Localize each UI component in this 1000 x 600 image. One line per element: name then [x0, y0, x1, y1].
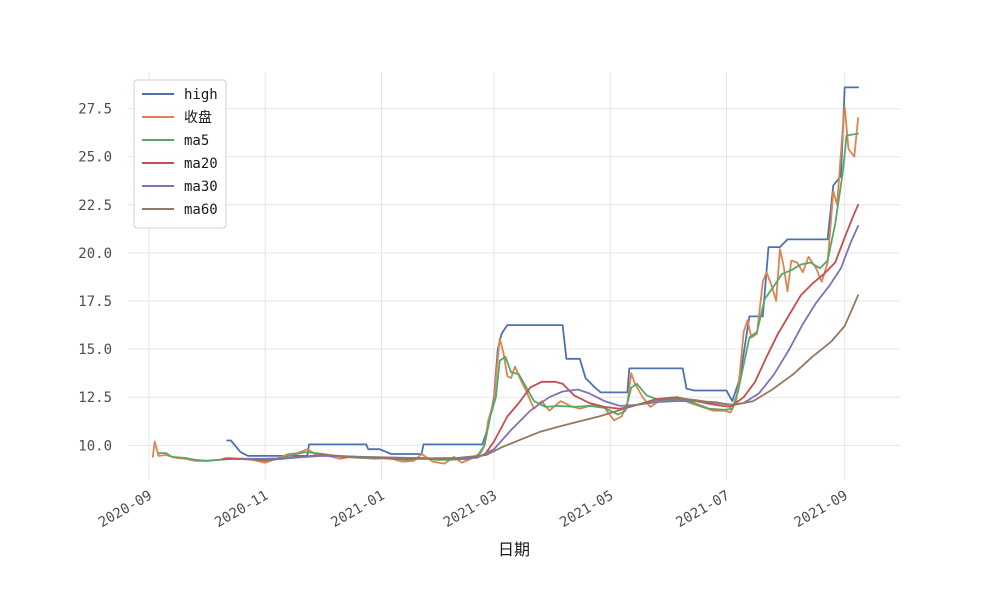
legend-label: ma20: [184, 156, 218, 172]
grid: [128, 72, 900, 480]
y-tick-label: 27.5: [78, 102, 112, 118]
series-line-收盘: [151, 105, 859, 465]
x-tick-label: 2021-01: [328, 488, 387, 531]
x-tick-label: 2021-03: [441, 488, 500, 531]
y-tick-label: 17.5: [78, 294, 112, 310]
x-axis-title: 日期: [498, 540, 530, 559]
series-line-ma5: [157, 132, 859, 462]
legend-label: high: [184, 87, 218, 103]
x-tick-label: 2020-09: [96, 488, 155, 531]
legend-label: ma5: [184, 133, 209, 149]
x-tick-label: 2021-05: [557, 488, 616, 531]
x-tick-label: 2021-07: [673, 488, 732, 531]
series-line-high: [226, 86, 859, 457]
series-lines: [151, 86, 859, 465]
y-axis-ticks: 10.0 12.5 15.0 17.5 20.0 22.5 25.0 27.5: [78, 102, 112, 455]
series-line-ma20: [222, 203, 859, 461]
legend-label: 收盘: [184, 109, 212, 126]
y-tick-label: 10.0: [78, 438, 112, 454]
series-line-ma60: [338, 294, 859, 460]
y-tick-label: 22.5: [78, 198, 112, 214]
legend: high 收盘 ma5 ma20 ma30 ma60: [133, 79, 227, 229]
y-tick-label: 12.5: [78, 390, 112, 406]
x-axis-ticks: 2020-09 2020-11 2021-01 2021-03 2021-05 2021-…: [96, 488, 851, 531]
legend-label: ma30: [184, 179, 218, 195]
y-tick-label: 15.0: [78, 342, 112, 358]
y-tick-label: 25.0: [78, 150, 112, 166]
y-tick-label: 20.0: [78, 246, 112, 262]
series-line-ma30: [241, 225, 859, 460]
x-tick-label: 2020-11: [212, 488, 271, 531]
legend-label: ma60: [184, 202, 218, 218]
x-tick-label: 2021-09: [792, 488, 851, 531]
